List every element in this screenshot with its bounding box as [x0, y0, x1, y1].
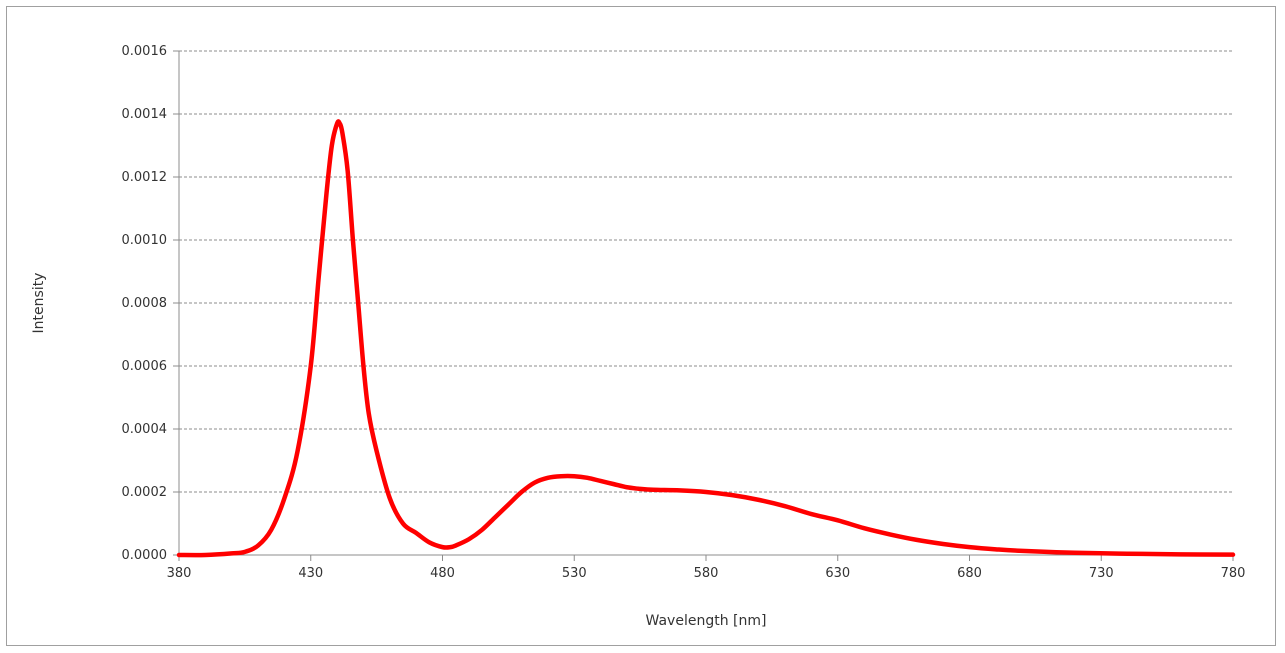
- chart-frame: 380 430 480 530 580 630 680 730 780 0.0000 0.0002…: [6, 6, 1276, 646]
- series-layer: [176, 119, 1236, 558]
- y-tick-label: 0.0010: [122, 233, 168, 248]
- x-tick-label: 780: [1221, 566, 1246, 581]
- x-tick-label: 430: [298, 566, 323, 581]
- x-tick-label: 380: [167, 566, 192, 581]
- y-axis-title: Intensity: [31, 273, 47, 334]
- x-axis-title: Wavelength [nm]: [646, 613, 767, 629]
- x-tick-label: 530: [562, 566, 587, 581]
- y-tick-label: 0.0016: [122, 44, 168, 59]
- x-tick-label: 580: [694, 566, 719, 581]
- y-axis-ticks: 0.0000 0.0002 0.0004 0.0006 0.0008 0.0010 0.00…: [122, 44, 179, 563]
- y-tick-label: 0.0006: [122, 359, 168, 374]
- x-tick-label: 680: [957, 566, 982, 581]
- y-tick-label: 0.0008: [122, 296, 168, 311]
- x-tick-label: 480: [430, 566, 455, 581]
- y-tick-label: 0.0000: [122, 548, 168, 563]
- y-tick-label: 0.0002: [122, 485, 168, 500]
- grid: [179, 50, 1233, 493]
- x-tick-label: 730: [1089, 566, 1114, 581]
- x-axis-ticks: 380 430 480 530 580 630 680 730 780: [167, 555, 1246, 581]
- series-line-0: [176, 119, 1236, 558]
- spectrum-chart: 380 430 480 530 580 630 680 730 780 0.0000 0.0002…: [31, 44, 1246, 629]
- y-tick-label: 0.0012: [122, 170, 168, 185]
- x-tick-label: 630: [825, 566, 850, 581]
- y-tick-label: 0.0014: [122, 107, 168, 122]
- y-tick-label: 0.0004: [122, 422, 168, 437]
